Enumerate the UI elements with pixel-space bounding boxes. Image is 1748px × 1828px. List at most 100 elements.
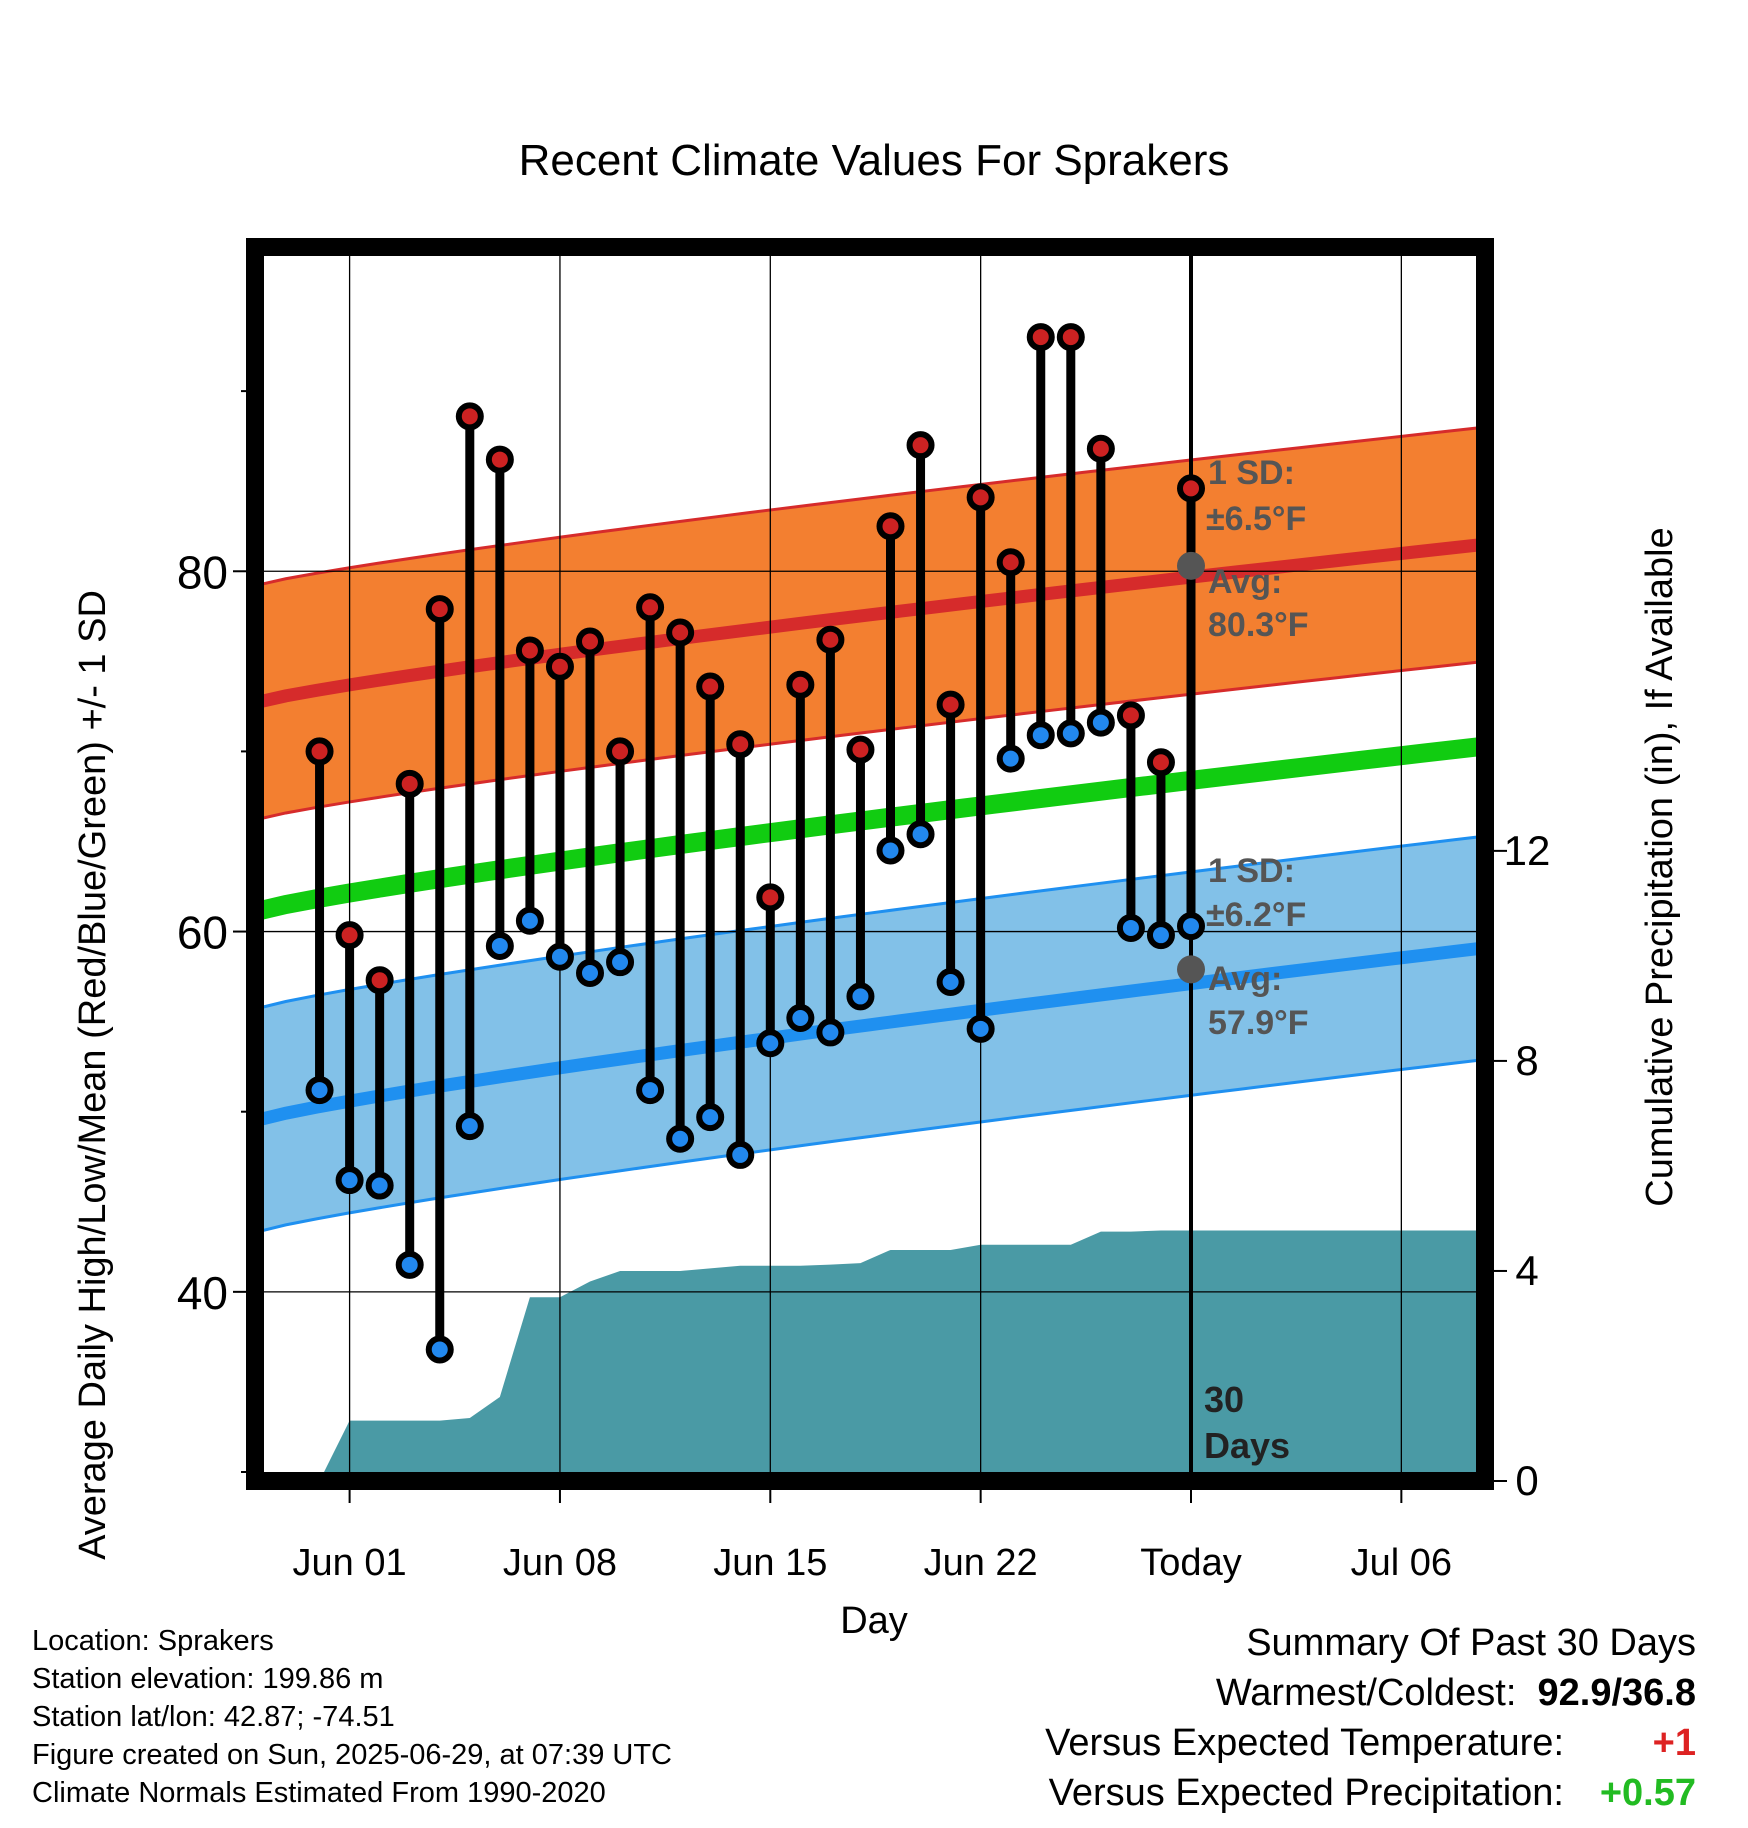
high-point	[425, 595, 454, 624]
high-point	[816, 625, 845, 654]
low-sd-band	[255, 836, 1485, 1233]
low-point	[606, 948, 635, 977]
y-tick-label: 40	[177, 1267, 228, 1319]
warm-cold-label: Warmest/Coldest:	[1215, 1672, 1517, 1714]
x-tick-label: Jul 06	[1351, 1542, 1452, 1584]
low-point	[906, 820, 935, 849]
precip-value: +0.57	[1599, 1772, 1696, 1814]
temp-value: +1	[1652, 1722, 1696, 1764]
days-number: 30	[1204, 1379, 1244, 1420]
high-normal-line	[253, 537, 1486, 710]
chart-title: Recent Climate Values For Sprakers	[519, 136, 1230, 185]
low-avg-label: Avg:	[1208, 960, 1282, 998]
high-point	[455, 402, 484, 431]
created-text: Figure created on Sun, 2025-06-29, at 07…	[32, 1739, 672, 1771]
high-point	[966, 483, 995, 512]
warm-cold-row: Warmest/Coldest: 92.9/36.8	[1045, 1668, 1696, 1718]
low-point	[1116, 913, 1145, 942]
tick-labels: Jun 01 Jun 08 Jun 15 Jun 22 Today Jul 0640608…	[177, 546, 1551, 1584]
high-point	[936, 690, 965, 719]
low-lower-edge	[254, 1057, 1486, 1234]
high-point	[606, 737, 635, 766]
high-point	[906, 431, 935, 460]
elevation-text: Station elevation: 199.86 m	[32, 1663, 384, 1695]
y-tick-label: 80	[177, 546, 228, 598]
high-sd-label: 1 SD:	[1208, 454, 1295, 492]
y2-tick-label: 8	[1515, 1037, 1538, 1084]
latlon-text: Station lat/lon: 42.87; -74.51	[32, 1701, 395, 1733]
low-point	[1026, 721, 1055, 750]
low-point	[425, 1335, 454, 1364]
temp-row: Versus Expected Temperature: +1	[1045, 1718, 1696, 1768]
high-point	[876, 512, 905, 541]
high-point	[1177, 474, 1205, 503]
x-tick-label: Jun 08	[503, 1542, 617, 1584]
low-point	[365, 1171, 394, 1200]
low-point	[515, 906, 544, 935]
x-tick-label: Jun 01	[293, 1542, 407, 1584]
high-point	[636, 593, 665, 622]
x-tick-label: Today	[1140, 1542, 1241, 1584]
low-point	[726, 1140, 755, 1169]
y2-axis-label: Cumulative Precipitation (in), If Availa…	[1639, 527, 1681, 1206]
low-point	[545, 942, 574, 971]
high-point	[666, 618, 695, 647]
y2-tick-label: 12	[1504, 827, 1551, 874]
axis-ticks	[233, 390, 1507, 1503]
low-point	[1056, 719, 1085, 748]
precip-row: Versus Expected Precipitation: +0.57	[1045, 1768, 1696, 1818]
warm-cold-value: 92.9/36.8	[1537, 1672, 1696, 1714]
high-point	[395, 769, 424, 798]
high-point	[996, 548, 1025, 577]
high-point	[305, 737, 334, 766]
summary-title: Summary Of Past 30 Days	[1246, 1622, 1696, 1664]
high-lower-edge	[254, 659, 1486, 822]
y2-tick-label: 0	[1515, 1457, 1538, 1504]
high-point	[756, 883, 785, 912]
low-avg-value: 57.9°F	[1208, 1004, 1309, 1042]
high-point	[846, 735, 875, 764]
plot-frame	[246, 238, 1494, 1490]
low-point	[966, 1014, 995, 1043]
low-point	[636, 1076, 665, 1105]
temp-label: Versus Expected Temperature:	[1045, 1722, 1564, 1764]
low-point	[756, 1029, 785, 1058]
high-point	[1146, 748, 1175, 777]
high-point	[576, 627, 604, 656]
low-point	[846, 982, 875, 1011]
high-point	[726, 730, 755, 759]
low-point	[1177, 912, 1205, 941]
high-upper-edge	[254, 425, 1486, 588]
low-sd-label: 1 SD:	[1208, 852, 1295, 890]
low-point	[576, 958, 604, 987]
high-point	[545, 652, 574, 681]
low-point	[786, 1004, 815, 1033]
x-axis-label: Day	[840, 1600, 908, 1642]
low-point	[816, 1018, 845, 1047]
low-point	[936, 967, 965, 996]
low-point	[1146, 921, 1175, 950]
mean-normal-line	[252, 736, 1487, 921]
high-sd-value: ±6.5°F	[1206, 500, 1306, 538]
today-low-avg-marker	[1177, 955, 1205, 984]
low-upper-edge	[254, 834, 1486, 1011]
today-high-avg-marker	[1177, 551, 1205, 580]
annotations: 1 SD: ±6.5°F Avg: 80.3°F 1 SD: ±6.2°F Av…	[1204, 454, 1309, 1466]
station-info: Location: Sprakers Station elevation: 19…	[32, 1622, 672, 1812]
days-word: Days	[1204, 1425, 1290, 1466]
low-point	[666, 1124, 695, 1153]
low-point	[485, 931, 514, 960]
location-text: Location: Sprakers	[32, 1625, 274, 1657]
high-point	[786, 670, 815, 699]
low-normal-line	[253, 941, 1486, 1128]
daily-range-layer	[305, 323, 1205, 1364]
high-point	[485, 445, 514, 474]
low-point	[455, 1112, 484, 1141]
low-point	[696, 1103, 725, 1132]
high-avg-value: 80.3°F	[1208, 606, 1309, 644]
x-tick-label: Jun 15	[713, 1542, 827, 1584]
y-axis-label: Average Daily High/Low/Mean (Red/Blue/Gr…	[72, 590, 114, 1560]
plot-border	[246, 238, 1494, 1490]
high-point	[1026, 323, 1055, 352]
